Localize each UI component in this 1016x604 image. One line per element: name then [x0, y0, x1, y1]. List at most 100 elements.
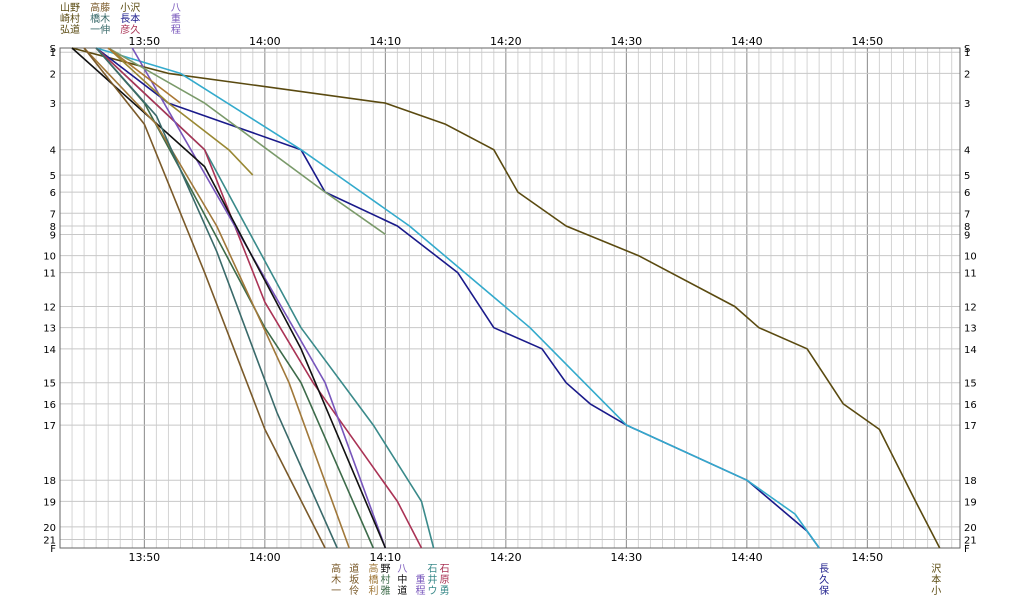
- runner-label-bottom: 程: [415, 585, 425, 597]
- train-line: [95, 47, 423, 549]
- runner-label-bottom: 一: [331, 586, 341, 597]
- runner-label-bottom: 八: [397, 564, 407, 575]
- y-tick-label-right: 19: [964, 497, 977, 508]
- y-tick-label-left: 15: [43, 379, 56, 390]
- y-tick-label-left: 6: [50, 188, 56, 199]
- x-tick-label-top: 14:00: [249, 35, 281, 48]
- y-tick-label-right: 11: [964, 269, 977, 280]
- runner-label-top: 高藤: [90, 1, 110, 14]
- runner-label-bottom: 保: [819, 584, 829, 597]
- runner-label-bottom: 雅: [381, 584, 391, 597]
- y-tick-label-right: 3: [964, 99, 970, 110]
- x-tick-label-bottom: 13:50: [128, 551, 160, 564]
- train-line: [71, 47, 387, 549]
- y-tick-label-right: 14: [964, 345, 977, 356]
- plot-frame: [59, 47, 961, 549]
- runner-label-bottom: 中: [397, 573, 407, 586]
- train-line: [95, 47, 338, 549]
- runner-label-bottom: 小: [931, 585, 941, 597]
- y-tick-label-right: S: [964, 44, 970, 55]
- runner-label-top: 山野: [60, 2, 80, 14]
- train-line: [107, 47, 386, 236]
- y-tick-label-right: 2: [964, 69, 970, 80]
- y-tick-label-left: 14: [43, 345, 56, 356]
- y-tick-label-left: 21: [43, 536, 56, 547]
- x-tick-label-bottom: 14:30: [610, 551, 642, 564]
- runner-label-bottom: 勇: [440, 585, 450, 597]
- y-tick-label-right: 21: [964, 536, 977, 547]
- y-tick-label-left: 2: [50, 69, 56, 80]
- x-tick-label-bottom: 14:40: [731, 551, 763, 564]
- train-line: [83, 47, 350, 549]
- y-tick-label-right: 17: [964, 421, 977, 432]
- runner-label-bottom: 道: [349, 562, 359, 575]
- y-tick-label-left: 4: [50, 146, 56, 157]
- runner-label-bottom: 伶: [349, 584, 359, 597]
- train-line: [83, 47, 326, 549]
- y-tick-label-left: 11: [43, 269, 56, 280]
- runner-label-top: 重: [171, 12, 181, 25]
- runner-label-top: 長本: [120, 12, 140, 25]
- y-tick-label-right: 12: [964, 302, 977, 313]
- runner-label-bottom: 井: [428, 573, 438, 586]
- y-tick-label-left: 5: [50, 171, 56, 182]
- x-tick-label-bottom: 14:20: [490, 551, 522, 564]
- runner-label-top: 小沢: [120, 1, 140, 14]
- y-tick-label-right: 15: [964, 379, 977, 390]
- x-tick-label-top: 13:50: [128, 35, 160, 48]
- x-tick-label-bottom: 14:10: [369, 551, 401, 564]
- y-tick-label-right: 10: [964, 252, 977, 263]
- runner-label-bottom: 橋: [368, 573, 378, 586]
- y-tick-label-right: 20: [964, 523, 977, 534]
- runner-label-bottom: 石: [440, 564, 450, 575]
- y-tick-label-left: 1: [50, 48, 56, 59]
- train-line: [71, 47, 941, 549]
- x-tick-label-bottom: 14:00: [249, 551, 281, 564]
- y-tick-label-left: 8: [50, 222, 56, 233]
- y-tick-label-right: 8: [964, 222, 970, 233]
- y-tick-label-left: 18: [43, 476, 56, 487]
- runner-label-bottom: 原: [440, 574, 450, 586]
- y-tick-label-left: 3: [50, 99, 56, 110]
- y-tick-label-right: 16: [964, 400, 977, 411]
- y-tick-label-right: 13: [964, 324, 977, 335]
- runner-label-top: 崎村: [60, 12, 80, 25]
- x-tick-label-top: 14:50: [851, 35, 883, 48]
- runner-label-bottom: 長: [819, 563, 829, 575]
- runner-label-top: 八: [171, 3, 181, 14]
- y-tick-label-right: 4: [964, 146, 970, 157]
- y-tick-label-left: F: [50, 544, 56, 555]
- x-tick-label-bottom: 14:50: [851, 551, 883, 564]
- y-tick-label-left: 13: [43, 324, 56, 335]
- runner-label-top: 程: [171, 24, 181, 36]
- x-tick-label-top: 14:10: [369, 35, 401, 48]
- runner-label-bottom: 石: [428, 564, 438, 575]
- runner-label-bottom: 村: [381, 573, 391, 586]
- runner-label-bottom: 坂: [349, 574, 359, 586]
- y-tick-label-right: 5: [964, 171, 970, 182]
- y-tick-label-left: 19: [43, 497, 56, 508]
- y-tick-label-right: 1: [964, 48, 970, 59]
- y-tick-label-left: 7: [50, 209, 56, 220]
- y-tick-label-right: 7: [964, 209, 970, 220]
- runner-label-bottom: 高: [331, 562, 341, 575]
- runner-label-bottom: ウ: [428, 585, 438, 597]
- y-tick-label-right: 9: [964, 230, 970, 241]
- runner-label-bottom: 高: [368, 562, 378, 575]
- train-line: [107, 47, 181, 104]
- runner-label-top: 橋木: [90, 12, 110, 25]
- x-tick-label-top: 14:40: [731, 35, 763, 48]
- y-tick-label-left: 20: [43, 523, 56, 534]
- y-tick-label-right: 18: [964, 476, 977, 487]
- runner-label-top: 一伸: [90, 24, 110, 36]
- y-tick-label-left: 17: [43, 421, 56, 432]
- y-tick-label-left: 10: [43, 252, 56, 263]
- y-tick-label-left: S: [50, 44, 56, 55]
- runner-label-bottom: 重: [415, 573, 425, 586]
- runner-label-top: 彦久: [120, 23, 140, 36]
- runner-label-bottom: 利: [368, 585, 378, 597]
- runner-label-bottom: 道: [397, 584, 407, 597]
- runner-label-bottom: 本: [931, 573, 941, 586]
